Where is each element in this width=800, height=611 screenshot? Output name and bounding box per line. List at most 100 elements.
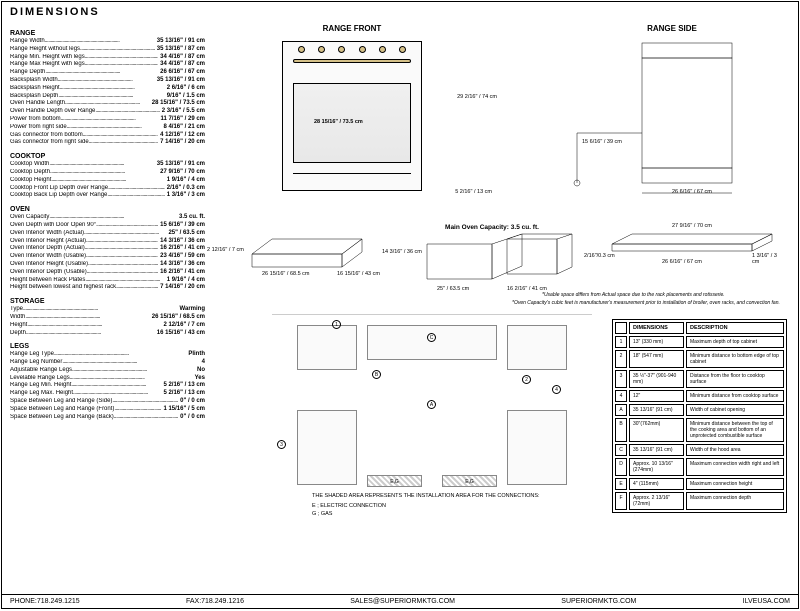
spec-value: 1 15/16" / 5 cm — [161, 406, 205, 414]
table-cell: Approx. 2 13/16" (72mm) — [629, 492, 684, 510]
spec-value: 35 13/16" / 91 cm — [155, 77, 205, 85]
spec-row: Oven Capacity3.5 cu. ft. — [10, 214, 205, 222]
spec-label: Type — [10, 306, 178, 314]
table-cell: D — [615, 458, 627, 476]
specs-column: RANGE Range Width35 13/16" / 91 cmRange … — [10, 24, 205, 421]
spec-value: 1 3/16" / 3 cm — [165, 192, 205, 200]
table-cell: 4" (115mm) — [629, 478, 684, 490]
spec-label: Oven Depth with Door Open 90° — [10, 222, 158, 230]
table-header: DIMENSIONS — [629, 322, 684, 334]
spec-value: 1 9/16" / 4 cm — [165, 277, 205, 285]
table-row: A35 13/16" (91 cm)Width of cabinet openi… — [615, 404, 784, 416]
dim-drawer-h: 2 12/16" / 7 cm — [207, 247, 244, 253]
range-front-diagram: RANGE FRONT 28 15/16" / 73.5 cm 29 2/16"… — [252, 24, 452, 199]
e-label: E ; ELECTRIC CONNECTION — [312, 503, 386, 509]
spec-label: Height between Rack Plates — [10, 277, 165, 285]
dim-oven-w: 25" / 63.5 cm — [437, 286, 469, 292]
spec-value: 26 15/16" / 68.5 cm — [150, 314, 205, 322]
dim-cook-w: 27 9/16" / 70 cm — [672, 223, 712, 229]
spec-row: Backsplash Height2 6/16" / 6 cm — [10, 85, 205, 93]
spec-label: Gas connector from right side — [10, 139, 158, 147]
spec-value: 7 14/16" / 20 cm — [158, 284, 205, 292]
spec-label: Backsplash Height — [10, 85, 165, 93]
table-cell: 3 — [615, 370, 627, 388]
spec-label: Height — [10, 322, 161, 330]
spec-row: Levelable Range LegsYes — [10, 375, 205, 383]
spec-value: 25" / 63.5 cm — [166, 230, 205, 238]
spec-label: Oven Interior Height (Actual) — [10, 238, 158, 246]
spec-value: 11 7/16" / 29 cm — [158, 116, 205, 124]
install-diagram: E,G E,G 1 2 3 4 A B C THE SHADED AREA RE… — [272, 314, 592, 514]
table-cell: Minimum distance between the top of the … — [686, 418, 784, 442]
spec-value: 34 4/16" / 87 cm — [158, 54, 205, 62]
spec-value: 35 13/16" / 91 cm — [155, 38, 205, 46]
spec-row: Backsplash Depth9/16" / 1.5 cm — [10, 93, 205, 101]
spec-value: 28 15/16" / 73.5 cm — [150, 100, 205, 108]
spec-label: Cooktop Back Lip Depth over Range — [10, 192, 165, 200]
ref-circle-2: 2 — [522, 375, 531, 384]
spec-sheet: DIMENSIONS RANGE Range Width35 13/16" / … — [1, 1, 799, 609]
spec-label: Cooktop Front Lip Depth over Range — [10, 185, 165, 193]
cabinet-lower-right — [507, 410, 567, 485]
spec-row: Range Height without legs35 13/16" / 87 … — [10, 46, 205, 54]
spec-label: Range Max Height with legs — [10, 61, 158, 69]
oven-svg — [412, 234, 572, 294]
table-cell: Distance from the floor to cooktop surfa… — [686, 370, 784, 388]
footer-brand: ILVEUSA.COM — [743, 598, 790, 605]
section-cooktop: COOKTOP Cooktop Width35 13/16" / 91 cmCo… — [10, 153, 205, 200]
ref-circle-3: 3 — [277, 440, 286, 449]
spec-label: Space Between Leg and Range (Front) — [10, 406, 161, 414]
spec-value: 2 3/16" / 5.5 cm — [160, 108, 205, 116]
table-cell: 2 — [615, 350, 627, 368]
spec-value: 23 4/16" / 59 cm — [158, 253, 205, 261]
legs-header: LEGS — [10, 343, 205, 350]
spec-label: Range Leg Max. Height — [10, 390, 161, 398]
g-label: G ; GAS — [312, 511, 332, 517]
footer-email: SALES@SUPERIORMKTG.COM — [350, 598, 455, 605]
dim-side-total: 26 6/16" / 67 cm — [672, 189, 712, 195]
table-cell: E — [615, 478, 627, 490]
spec-label: Cooktop Height — [10, 177, 165, 185]
dim-cook-h2: 1 3/16" / 3 cm — [752, 253, 782, 265]
spec-value: 34 4/16" / 87 cm — [158, 61, 205, 69]
table-header: DESCRIPTION — [686, 322, 784, 334]
range-side-diagram: RANGE SIDE 15 6/16" / 39 cm 26 6/16" / 6… — [572, 24, 772, 205]
table-cell: 4 — [615, 390, 627, 402]
spec-value: 14 3/16" / 36 cm — [158, 238, 205, 246]
main-oven-title: Main Oven Capacity: 3.5 cu. ft. — [412, 224, 572, 231]
dim-front-base: 5 2/16" / 13 cm — [455, 189, 492, 195]
spec-label: Range Height without legs — [10, 46, 155, 54]
spec-row: Oven Depth with Door Open 90°15 6/16" / … — [10, 222, 205, 230]
spec-label: Backsplash Depth — [10, 93, 165, 101]
spec-value: 35 13/16" / 87 cm — [155, 46, 205, 54]
spec-value: 8 4/16" / 21 cm — [161, 124, 205, 132]
oven-header: OVEN — [10, 206, 205, 213]
section-legs: LEGS Range Leg TypePlinthRange Leg Numbe… — [10, 343, 205, 421]
spec-label: Depth — [10, 330, 155, 338]
table-cell: B — [615, 418, 627, 442]
spec-row: Range Width35 13/16" / 91 cm — [10, 38, 205, 46]
table-cell: Width of the hood area — [686, 444, 784, 456]
spec-value: Plinth — [186, 351, 205, 359]
spec-label: Space Between Leg and Range (Side) — [10, 398, 178, 406]
table-cell: Width of cabinet opening — [686, 404, 784, 416]
spec-row: Cooktop Height1 9/16" / 4 cm — [10, 177, 205, 185]
page-title: DIMENSIONS — [2, 2, 798, 22]
spec-row: Adjustable Range LegsNo — [10, 367, 205, 375]
spec-row: Cooktop Back Lip Depth over Range1 3/16"… — [10, 192, 205, 200]
table-cell: Minimum distance to bottom edge of top c… — [686, 350, 784, 368]
table-row: C35 13/16" (91 cm)Width of the hood area — [615, 444, 784, 456]
cabinet-upper-left — [297, 325, 357, 370]
spec-row: Cooktop Depth27 9/16" / 70 cm — [10, 169, 205, 177]
note-usable: *Usable space differs from Actual space … — [542, 292, 725, 298]
range-side-title: RANGE SIDE — [572, 24, 772, 33]
reference-table: DIMENSIONSDESCRIPTION 113" (330 mm)Maxim… — [612, 319, 787, 513]
spec-row: Height between lowest and highest rack7 … — [10, 284, 205, 292]
storage-header: STORAGE — [10, 298, 205, 305]
cabinet-lower-left — [297, 410, 357, 485]
spec-row: TypeWarming — [10, 306, 205, 314]
cooktop-header: COOKTOP — [10, 153, 205, 160]
table-cell: 35 ½"-37" (901-940 mm) — [629, 370, 684, 388]
note-capacity: *Oven Capacity's cubic feet is manufactu… — [512, 300, 780, 306]
range-header: RANGE — [10, 30, 205, 37]
